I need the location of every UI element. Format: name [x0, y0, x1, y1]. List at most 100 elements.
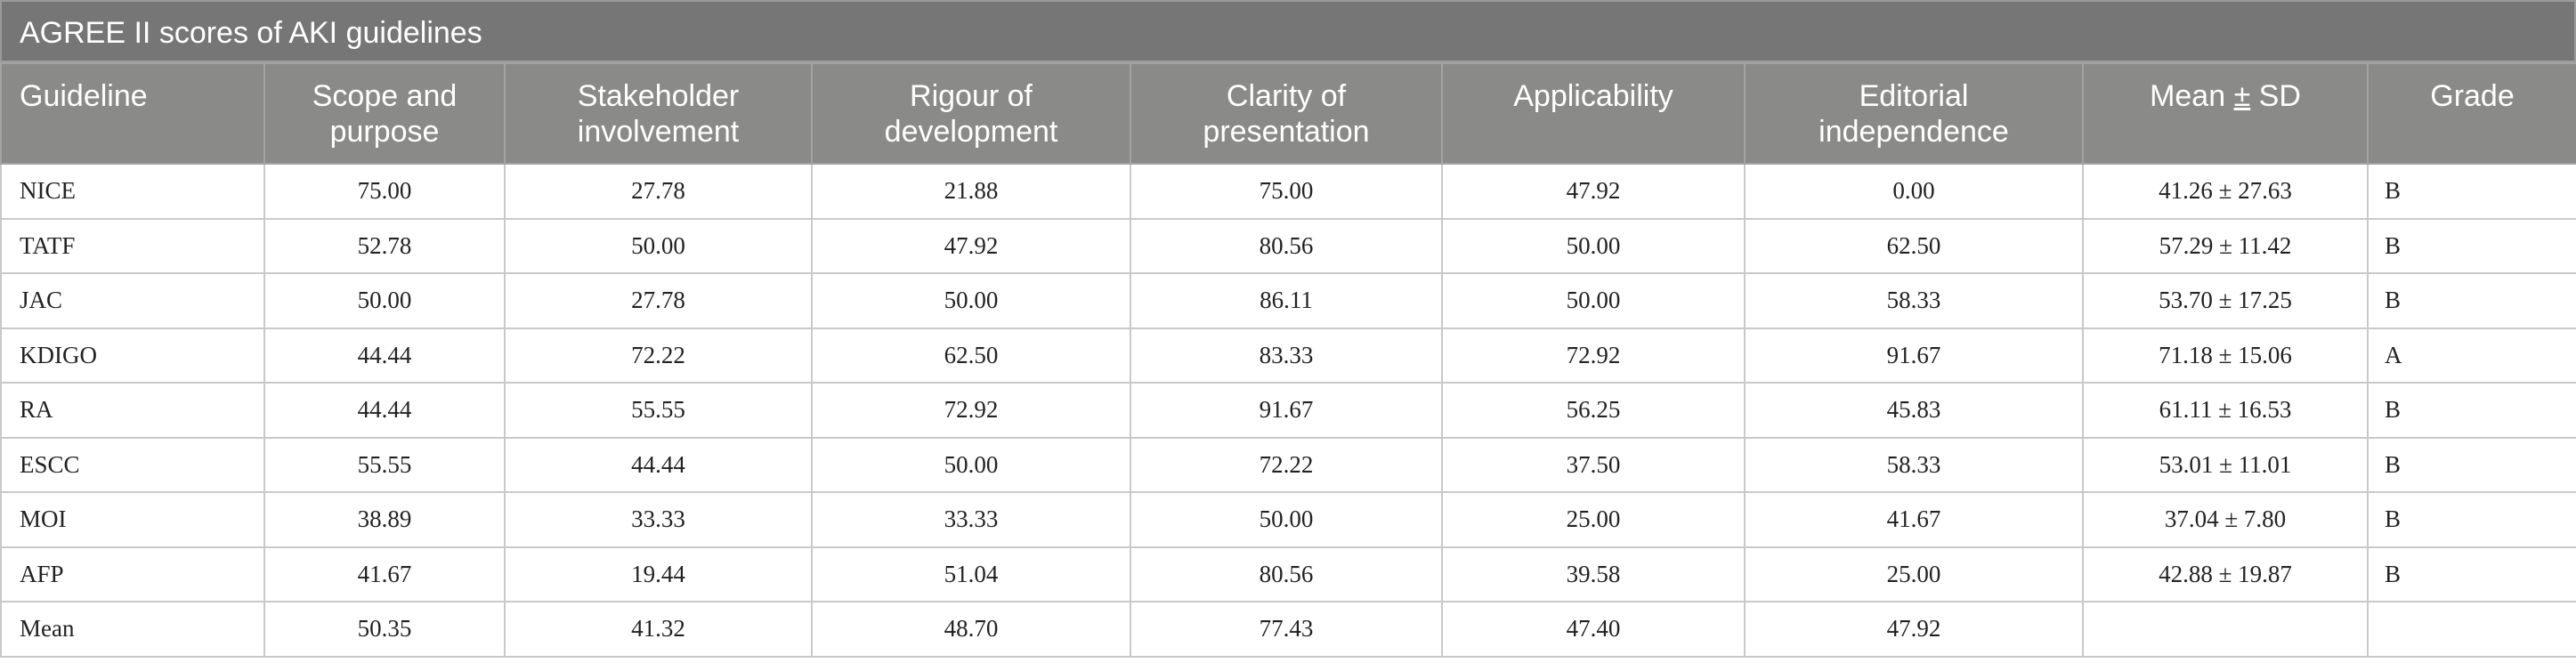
cell-editorial: 58.33 [1744, 272, 2084, 329]
col-header-clarity: Clarity of presentation [1130, 62, 1443, 165]
cell-editorial: 47.92 [1744, 601, 2084, 658]
cell-grade: B [2367, 436, 2576, 493]
table-caption: AGREE II scores of AKI guidelines [0, 0, 2576, 62]
col-header-stakeholder: Stakeholder involvement [504, 62, 813, 165]
cell-guideline: JAC [0, 272, 265, 329]
cell-clarity: 77.43 [1130, 601, 1443, 658]
cell-clarity: 86.11 [1130, 272, 1443, 329]
cell-scope: 52.78 [263, 217, 506, 274]
col-header-scope-line1: Scope and [312, 79, 458, 113]
col-header-clarity-line1: Clarity of [1226, 79, 1347, 113]
cell-applicability: 47.92 [1441, 163, 1746, 220]
col-header-guideline: Guideline [0, 62, 265, 165]
cell-stakeholder: 19.44 [504, 546, 813, 602]
cell-mean-sd: 61.11 ± 16.53 [2082, 382, 2369, 439]
table-row: NICE 75.00 27.78 21.88 75.00 47.92 0.00 41.26 ±… [0, 163, 2576, 220]
cell-rigour: 50.00 [811, 272, 1131, 329]
col-header-applicability: Applicability [1441, 62, 1746, 165]
cell-scope: 44.44 [263, 382, 506, 439]
cell-rigour: 33.33 [811, 491, 1131, 548]
cell-scope: 41.67 [263, 546, 506, 602]
cell-editorial: 41.67 [1744, 491, 2084, 548]
col-header-rigour-line1: Rigour of [910, 79, 1033, 113]
col-header-scope-line2: purpose [329, 115, 440, 149]
table-body: NICE 75.00 27.78 21.88 75.00 47.92 0.00 41.26 ±… [0, 163, 2576, 658]
cell-editorial: 62.50 [1744, 217, 2084, 274]
cell-editorial: 25.00 [1744, 546, 2084, 602]
header-row: Guideline Scope and purpose Stakeholder … [0, 62, 2576, 165]
table-row: RA 44.44 55.55 72.92 91.67 56.25 45.83 61.11 ± … [0, 382, 2576, 439]
cell-stakeholder: 55.55 [504, 382, 813, 439]
cell-rigour: 50.00 [811, 436, 1131, 493]
cell-stakeholder: 41.32 [504, 601, 813, 658]
cell-mean-sd: 53.01 ± 11.01 [2082, 436, 2369, 493]
cell-mean-sd: 42.88 ± 19.87 [2082, 546, 2369, 602]
cell-grade: A [2367, 327, 2576, 384]
cell-mean-sd: 71.18 ± 15.06 [2082, 327, 2369, 384]
cell-rigour: 21.88 [811, 163, 1131, 220]
cell-mean-sd: 37.04 ± 7.80 [2082, 491, 2369, 548]
cell-guideline: RA [0, 382, 265, 439]
cell-guideline: MOI [0, 491, 265, 548]
cell-rigour: 48.70 [811, 601, 1131, 658]
cell-clarity: 83.33 [1130, 327, 1443, 384]
col-header-scope: Scope and purpose [263, 62, 506, 165]
cell-applicability: 37.50 [1441, 436, 1746, 493]
cell-guideline: Mean [0, 601, 265, 658]
cell-applicability: 25.00 [1441, 491, 1746, 548]
cell-grade: B [2367, 217, 2576, 274]
cell-grade: B [2367, 272, 2576, 329]
col-header-editorial: Editorial independence [1744, 62, 2084, 165]
cell-mean-sd: 53.70 ± 17.25 [2082, 272, 2369, 329]
table-row: KDIGO 44.44 72.22 62.50 83.33 72.92 91.67 71.18… [0, 327, 2576, 384]
cell-clarity: 50.00 [1130, 491, 1443, 548]
cell-stakeholder: 50.00 [504, 217, 813, 274]
col-header-mean-sd-pre: Mean [2150, 79, 2234, 113]
cell-scope: 75.00 [263, 163, 506, 220]
cell-grade: B [2367, 382, 2576, 439]
cell-scope: 38.89 [263, 491, 506, 548]
cell-rigour: 51.04 [811, 546, 1131, 602]
cell-stakeholder: 27.78 [504, 272, 813, 329]
cell-guideline: NICE [0, 163, 265, 220]
cell-applicability: 56.25 [1441, 382, 1746, 439]
col-header-editorial-line1: Editorial [1859, 79, 1969, 113]
cell-applicability: 72.92 [1441, 327, 1746, 384]
cell-grade: B [2367, 163, 2576, 220]
col-header-mean-sd: Mean ± SD [2082, 62, 2369, 165]
cell-mean-sd [2082, 601, 2369, 658]
cell-guideline: KDIGO [0, 327, 265, 384]
cell-guideline: ESCC [0, 436, 265, 493]
col-header-rigour-line2: development [884, 115, 1058, 149]
cell-rigour: 72.92 [811, 382, 1131, 439]
cell-grade: B [2367, 546, 2576, 602]
col-header-editorial-line2: independence [1819, 115, 2009, 149]
cell-scope: 55.55 [263, 436, 506, 493]
table-row: Mean 50.35 41.32 48.70 77.43 47.40 47.92 [0, 601, 2576, 658]
cell-guideline: TATF [0, 217, 265, 274]
cell-rigour: 47.92 [811, 217, 1131, 274]
cell-applicability: 39.58 [1441, 546, 1746, 602]
cell-stakeholder: 33.33 [504, 491, 813, 548]
cell-editorial: 91.67 [1744, 327, 2084, 384]
cell-scope: 44.44 [263, 327, 506, 384]
table-row: MOI 38.89 33.33 33.33 50.00 25.00 41.67 37.04 ±… [0, 491, 2576, 548]
cell-editorial: 0.00 [1744, 163, 2084, 220]
cell-stakeholder: 44.44 [504, 436, 813, 493]
col-header-grade: Grade [2367, 62, 2576, 165]
table-row: AFP 41.67 19.44 51.04 80.56 39.58 25.00 42.88 ±… [0, 546, 2576, 602]
col-header-mean-sd-pm: ± [2233, 79, 2251, 113]
cell-editorial: 58.33 [1744, 436, 2084, 493]
cell-scope: 50.35 [263, 601, 506, 658]
cell-stakeholder: 72.22 [504, 327, 813, 384]
table-row: TATF 52.78 50.00 47.92 80.56 50.00 62.50 57.29 … [0, 217, 2576, 274]
cell-clarity: 80.56 [1130, 546, 1443, 602]
cell-editorial: 45.83 [1744, 382, 2084, 439]
cell-rigour: 62.50 [811, 327, 1131, 384]
cell-applicability: 47.40 [1441, 601, 1746, 658]
cell-clarity: 91.67 [1130, 382, 1443, 439]
agree-scores-table: Guideline Scope and purpose Stakeholder … [0, 62, 2576, 658]
cell-clarity: 72.22 [1130, 436, 1443, 493]
table-row: ESCC 55.55 44.44 50.00 72.22 37.50 58.33 53.01 … [0, 436, 2576, 493]
col-header-rigour: Rigour of development [811, 62, 1131, 165]
